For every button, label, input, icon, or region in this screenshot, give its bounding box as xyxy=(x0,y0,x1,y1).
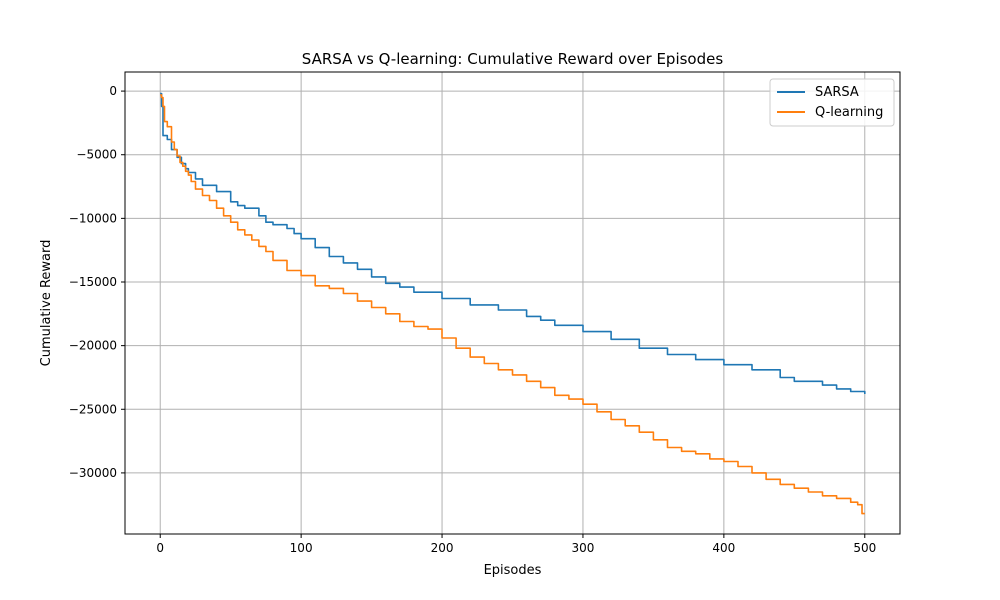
x-tick-label: 100 xyxy=(290,541,313,555)
plot-area-frame xyxy=(124,71,901,535)
y-axis-label: Cumulative Reward xyxy=(39,240,54,367)
x-tick-label: 300 xyxy=(572,541,595,555)
legend-label-q-learning: Q-learning xyxy=(815,105,883,120)
y-tick-label: −30000 xyxy=(69,466,117,480)
series-layer xyxy=(160,92,866,515)
legend-box xyxy=(769,78,895,127)
y-tick-label: −5000 xyxy=(76,148,117,162)
x-tick-label: 200 xyxy=(431,541,454,555)
y-tick-label: −15000 xyxy=(69,275,117,289)
x-tick-label: 0 xyxy=(156,541,164,555)
y-tick-label: −20000 xyxy=(69,339,117,353)
x-axis-label: Episodes xyxy=(484,563,542,578)
x-tick-label: 500 xyxy=(853,541,876,555)
y-tick-label: −10000 xyxy=(69,211,117,225)
chart-title: SARSA vs Q-learning: Cumulative Reward o… xyxy=(302,50,724,68)
y-tick-label: −25000 xyxy=(69,402,117,416)
y-tick-label: 0 xyxy=(109,84,117,98)
series-line-q-learning xyxy=(160,94,865,515)
legend-label-sarsa: SARSA xyxy=(815,85,859,100)
x-tick-label: 400 xyxy=(712,541,735,555)
y-axis-ticks: 0 −5000 −10000 −15000 −20000 −25000 −30000 xyxy=(69,84,125,480)
x-axis-ticks: 0 100 200 300 400 500 xyxy=(156,534,876,555)
legend: SARSA Q-learning xyxy=(769,78,895,127)
